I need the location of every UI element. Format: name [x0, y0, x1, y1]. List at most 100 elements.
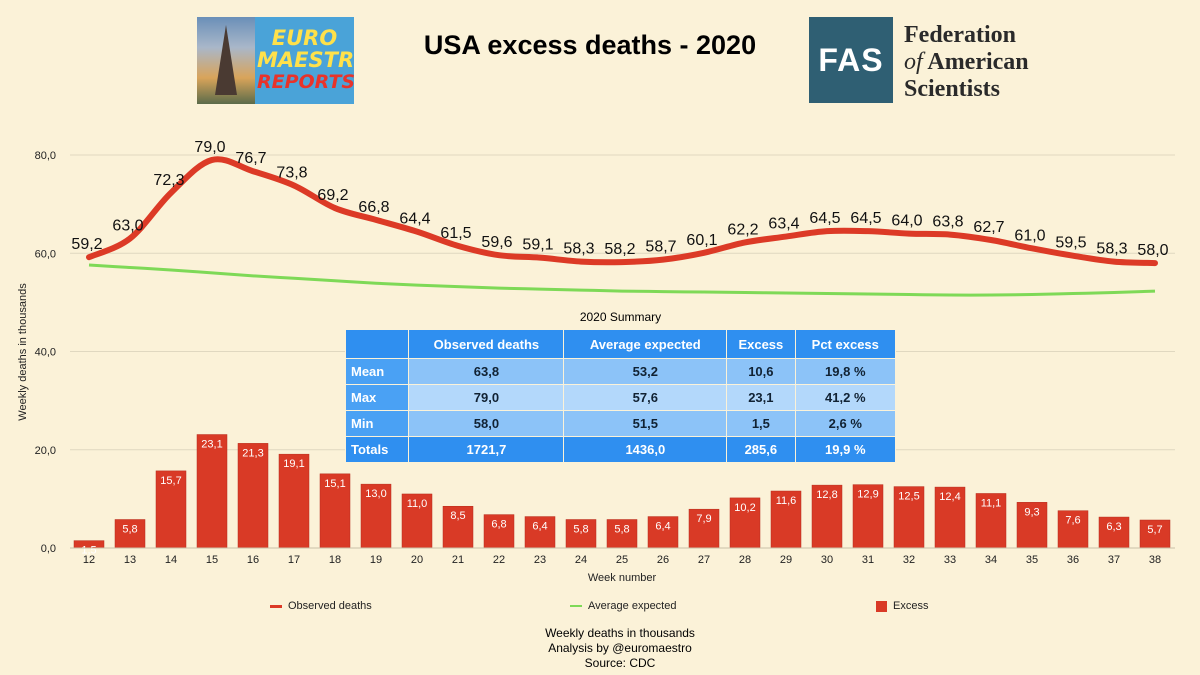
x-tick-label: 38	[1149, 554, 1161, 566]
observed-data-label: 63,4	[768, 216, 799, 233]
footer-line3: Source: CDC	[584, 656, 656, 670]
footer: Weekly deaths in thousands Analysis by @…	[420, 626, 820, 671]
x-tick-label: 23	[534, 554, 546, 566]
legend-expected: Average expected	[570, 600, 676, 612]
excess-bar	[811, 484, 843, 549]
excess-bar-label: 15,7	[160, 475, 181, 487]
observed-data-label: 59,5	[1055, 235, 1086, 252]
excess-bar-label: 19,1	[283, 458, 304, 470]
excess-bar-label: 23,1	[201, 439, 222, 451]
logo-text-maestro: MAESTRO	[257, 48, 354, 72]
excess-bar	[319, 473, 351, 549]
excess-bars	[73, 434, 1171, 549]
eiffel-tower-photo	[197, 17, 255, 104]
y-tick-label: 60,0	[35, 248, 56, 260]
excess-bar-label: 9,3	[1024, 506, 1039, 518]
x-tick-label: 18	[329, 554, 341, 566]
observed-data-label: 62,7	[973, 219, 1004, 236]
excess-bar	[647, 516, 679, 549]
excess-bar-label: 5,7	[1147, 524, 1162, 536]
observed-data-label: 61,5	[440, 225, 471, 242]
excess-bar-label: 12,9	[857, 489, 878, 501]
excess-bar	[975, 493, 1007, 549]
summary-cell: 79,0	[408, 384, 565, 411]
observed-data-label: 59,1	[522, 237, 553, 254]
excess-bar-label: 12,4	[939, 491, 960, 503]
observed-data-label: 64,5	[809, 210, 840, 227]
summary-table: Observed deaths Average expected Excess …	[344, 329, 897, 463]
x-tick-label: 25	[616, 554, 628, 566]
legend-observed: Observed deaths	[270, 600, 372, 612]
observed-data-label: 66,8	[358, 199, 389, 216]
observed-data-label: 62,2	[727, 221, 758, 238]
observed-data-label: 58,0	[1137, 242, 1168, 259]
x-tick-label: 13	[124, 554, 136, 566]
x-tick-label: 17	[288, 554, 300, 566]
x-tick-label: 19	[370, 554, 382, 566]
footer-line1: Weekly deaths in thousands	[545, 626, 695, 640]
observed-data-label: 76,7	[235, 150, 266, 167]
excess-bar-label: 11,1	[981, 497, 1002, 509]
legend-swatch-observed	[270, 604, 282, 608]
x-tick-label: 31	[862, 554, 874, 566]
excess-bar	[565, 519, 597, 549]
excess-bar-label: 10,2	[734, 502, 755, 514]
x-tick-label: 33	[944, 554, 956, 566]
fas-name-line2: American	[927, 49, 1029, 75]
excess-bar	[729, 497, 761, 549]
summary-cell: 285,6	[726, 436, 796, 463]
excess-bar	[893, 486, 925, 549]
summary-header-row: Observed deaths Average expected Excess …	[344, 329, 897, 359]
x-tick-label: 12	[83, 554, 95, 566]
observed-data-label: 61,0	[1014, 227, 1045, 244]
summary-cell: 57,6	[563, 384, 728, 411]
excess-bar	[237, 443, 269, 549]
x-tick-label: 36	[1067, 554, 1079, 566]
fas-name: Federation of American Scientists	[904, 22, 1029, 103]
observed-data-label: 64,0	[891, 213, 922, 230]
legend-swatch-expected	[570, 605, 582, 608]
summary-cell: 10,6	[726, 358, 796, 385]
x-tick-label: 32	[903, 554, 915, 566]
x-tick-label: 28	[739, 554, 751, 566]
summary-cell: 19,9 %	[794, 436, 897, 463]
expected-line	[88, 263, 1156, 297]
x-tick-label: 20	[411, 554, 423, 566]
excess-bar-label: 15,1	[324, 478, 345, 490]
excess-bar	[1098, 516, 1130, 549]
x-tick-label: 15	[206, 554, 218, 566]
x-tick-label: 30	[821, 554, 833, 566]
excess-bar-label: 5,8	[614, 524, 629, 536]
summary-cell: 1436,0	[563, 436, 728, 463]
legend-label-observed: Observed deaths	[288, 600, 372, 612]
excess-bar	[442, 505, 474, 549]
fas-logo: FAS	[809, 17, 893, 103]
summary-col-header: Average expected	[563, 329, 728, 359]
excess-bar-label: 6,3	[1106, 521, 1121, 533]
summary-col-header: Observed deaths	[408, 329, 565, 359]
x-tick-label: 16	[247, 554, 259, 566]
series-lines	[86, 156, 1158, 297]
y-tick-label: 80,0	[35, 150, 56, 162]
summary-col-header: Excess	[726, 329, 796, 359]
legend-label-excess: Excess	[893, 600, 929, 612]
summary-cell: 53,2	[563, 358, 728, 385]
observed-data-label: 59,6	[481, 234, 512, 251]
x-tick-label: 14	[165, 554, 177, 566]
x-tick-label: 27	[698, 554, 710, 566]
excess-bar	[483, 514, 515, 549]
summary-cell: Max	[344, 384, 410, 411]
excess-bar-label: 6,4	[532, 521, 547, 533]
summary-row-totals: Totals 1721,7 1436,0 285,6 19,9 %	[344, 436, 897, 463]
logo-text-euro: EURO	[271, 26, 338, 50]
excess-bar	[401, 493, 433, 549]
excess-bar	[524, 516, 556, 549]
excess-bar-label: 7,9	[696, 513, 711, 525]
excess-bar-label: 6,4	[655, 521, 670, 533]
fas-name-line3: Scientists	[904, 76, 1000, 102]
x-tick-label: 34	[985, 554, 997, 566]
observed-data-label: 58,3	[563, 241, 594, 258]
excess-bar	[155, 470, 187, 549]
x-tick-label: 26	[657, 554, 669, 566]
summary-title: 2020 Summary	[579, 310, 662, 324]
